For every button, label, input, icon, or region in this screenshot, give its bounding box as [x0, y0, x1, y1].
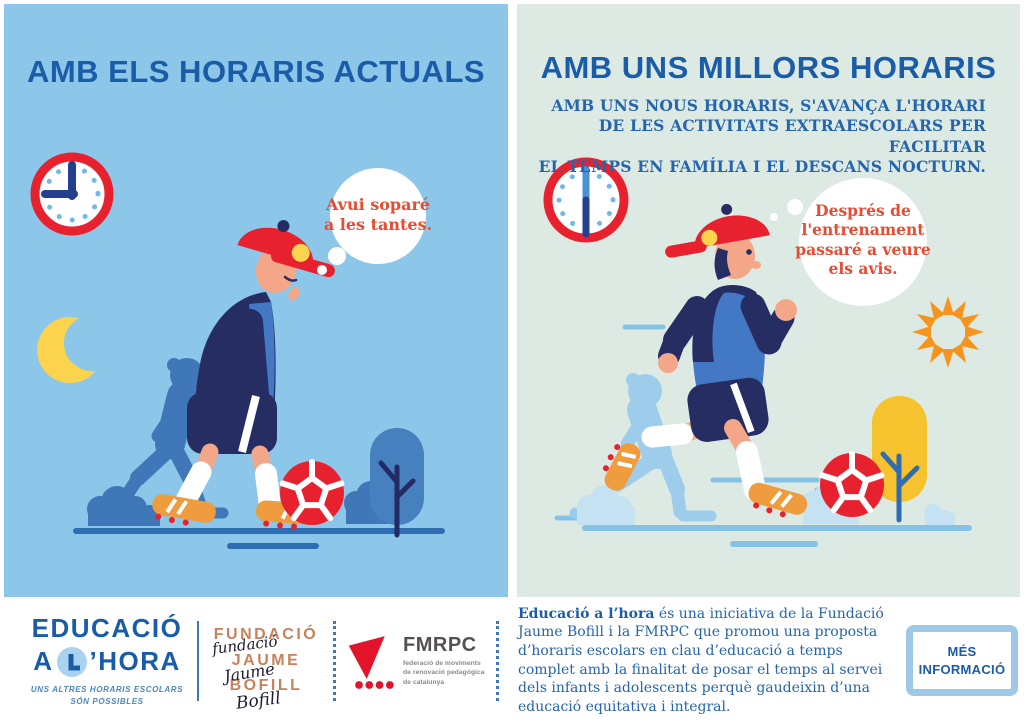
right-panel-title: AMB UNS MILLORS HORARIS — [540, 50, 997, 85]
thought-line: l'entrenament — [801, 220, 925, 240]
more-info-button[interactable]: MÉS INFORMACIÓ — [906, 624, 1018, 697]
left-panel-current-schedules: AMB ELS HORARIS ACTUALS Avui soparé a le… — [4, 4, 508, 597]
fmrpc-sub-line: de catalunya — [403, 678, 445, 686]
tree-icon — [872, 396, 927, 523]
fmrpc-name: FMRPC — [403, 634, 477, 657]
divider-dotted — [333, 620, 336, 701]
thought-line: els avis. — [828, 259, 898, 279]
fmrpc-triangle-icon — [348, 635, 394, 689]
brand-line2: A ’HORA — [28, 646, 186, 677]
thought-bubble — [770, 178, 927, 306]
soccer-ball-icon — [819, 451, 885, 517]
educacio-alhora-logo: EDUCACIÓ A ’HORA UNS ALTRES HORARIS ESCO… — [28, 613, 186, 708]
thought-bubble-text: Després de l'entrenament passaré a veure… — [778, 201, 948, 279]
boy-walking-tired — [152, 220, 335, 530]
thought-line: a les tantes. — [323, 215, 433, 234]
right-panel-better-schedules: AMB UNS MILLORS HORARIS AMB UNS NOUS HOR… — [517, 4, 1020, 597]
tagline-line: SÓN POSSIBLES — [70, 697, 144, 706]
bushes — [87, 481, 400, 526]
boy-running-happy — [602, 203, 808, 518]
divider-solid — [197, 620, 199, 701]
initiative-description: Educació a l’hora és una iniciativa de l… — [518, 605, 890, 717]
initiative-description-bold: Educació a l’hora — [518, 605, 655, 622]
thought-line: passaré a veure — [795, 239, 931, 259]
thought-line: Després de — [815, 201, 911, 220]
left-panel-title: AMB ELS HORARIS ACTUALS — [26, 54, 486, 89]
clock-l-icon — [56, 646, 87, 677]
ground-lines — [73, 528, 445, 549]
bofill-line3: BOFILL — [229, 677, 303, 695]
right-scene-illustration — [543, 157, 984, 547]
tree-icon — [370, 428, 424, 538]
clock-icon-9pm — [30, 152, 114, 236]
soccer-ball-icon — [279, 459, 345, 525]
crescent-moon-icon — [37, 315, 120, 383]
fmrpc-logo: FMRPC federació de moviments de renovaci… — [347, 631, 485, 691]
bofill-line1: FUNDACIÓ — [213, 626, 319, 644]
fmrpc-sub-line: federació de moviments — [403, 660, 481, 668]
fmrpc-sub-line: de renovació pedagògica — [403, 669, 485, 677]
left-scene-illustration — [30, 152, 445, 549]
brand-tagline: UNS ALTRES HORARIS ESCOLARS SÓN POSSIBLE… — [28, 684, 186, 708]
thought-bubble — [317, 168, 426, 275]
fmrpc-description: federació de moviments de renovació peda… — [403, 659, 485, 687]
right-panel-subtitle: AMB UNS NOUS HORARIS, S'AVANÇA L'HORARI … — [517, 96, 986, 178]
divider-dotted — [496, 620, 499, 701]
brand-line1: EDUCACIÓ — [31, 613, 183, 643]
brand-line2-rest: ’HORA — [89, 646, 181, 676]
sun-icon — [912, 296, 984, 368]
bofill-line2: JAUME — [231, 651, 301, 669]
subtitle-line: DE LES ACTIVITATS EXTRAESCOLARS PER FACI… — [598, 116, 986, 156]
subtitle-line: AMB UNS NOUS HORARIS, S'AVANÇA L'HORARI — [551, 96, 986, 115]
initiative-description-text: és una iniciativa de la Fundació Jaume B… — [518, 605, 884, 715]
subtitle-line: EL TEMPS EN FAMÍLIA I EL DESCANS NOCTURN… — [538, 157, 986, 177]
thought-bubble-text: Avui soparé a les tantes. — [313, 195, 443, 235]
footer: EDUCACIÓ A ’HORA UNS ALTRES HORARIS ESCO… — [0, 597, 1024, 724]
tagline-line: UNS ALTRES HORARIS ESCOLARS — [30, 685, 184, 694]
clock-icon-6pm — [543, 157, 629, 243]
red-cap-backwards-icon — [665, 203, 770, 258]
brand-line2-a: A — [33, 646, 54, 676]
thought-line: Avui soparé — [325, 195, 431, 214]
fundacio-jaume-bofill-logo: FUNDACIÓ JAUME BOFILL fundació Jaume Bof… — [210, 622, 322, 713]
